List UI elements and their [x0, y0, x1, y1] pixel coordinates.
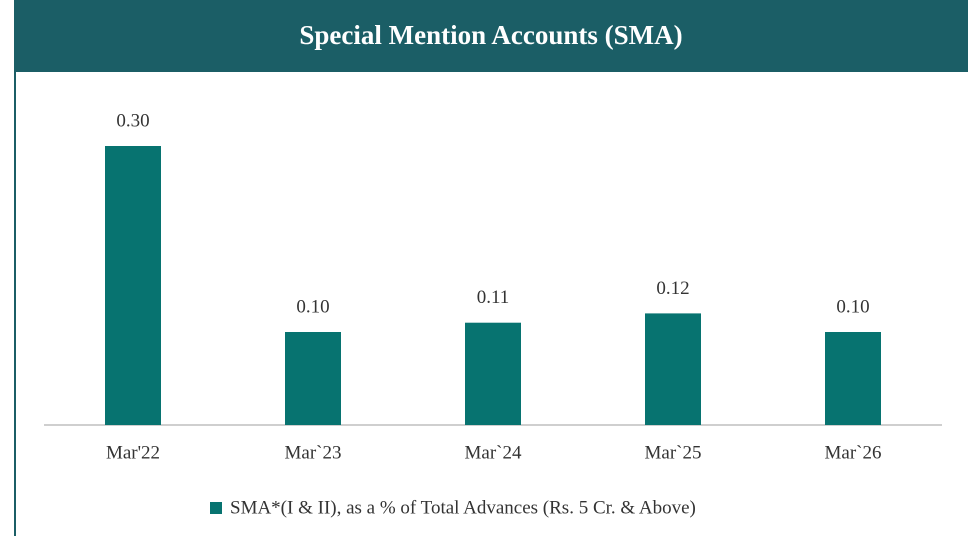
- chart-title: Special Mention Accounts (SMA): [299, 20, 682, 50]
- title-banner: [14, 0, 968, 72]
- legend-swatch: [210, 502, 222, 514]
- x-tick-label: Mar'22: [106, 442, 160, 463]
- legend-label: SMA*(I & II), as a % of Total Advances (…: [230, 497, 696, 518]
- bar: [285, 332, 341, 425]
- bar: [465, 322, 521, 425]
- data-label: 0.12: [656, 278, 689, 299]
- data-label: 0.11: [477, 287, 510, 308]
- x-tick-label: Mar`26: [825, 442, 882, 463]
- data-label: 0.10: [836, 296, 869, 317]
- x-tick-label: Mar`23: [285, 442, 342, 463]
- x-tick-label: Mar`25: [645, 442, 702, 463]
- data-label: 0.30: [116, 110, 149, 131]
- x-tick-label: Mar`24: [465, 442, 522, 463]
- data-label: 0.10: [296, 296, 329, 317]
- bar: [825, 332, 881, 425]
- bar: [105, 146, 161, 425]
- bar: [645, 313, 701, 425]
